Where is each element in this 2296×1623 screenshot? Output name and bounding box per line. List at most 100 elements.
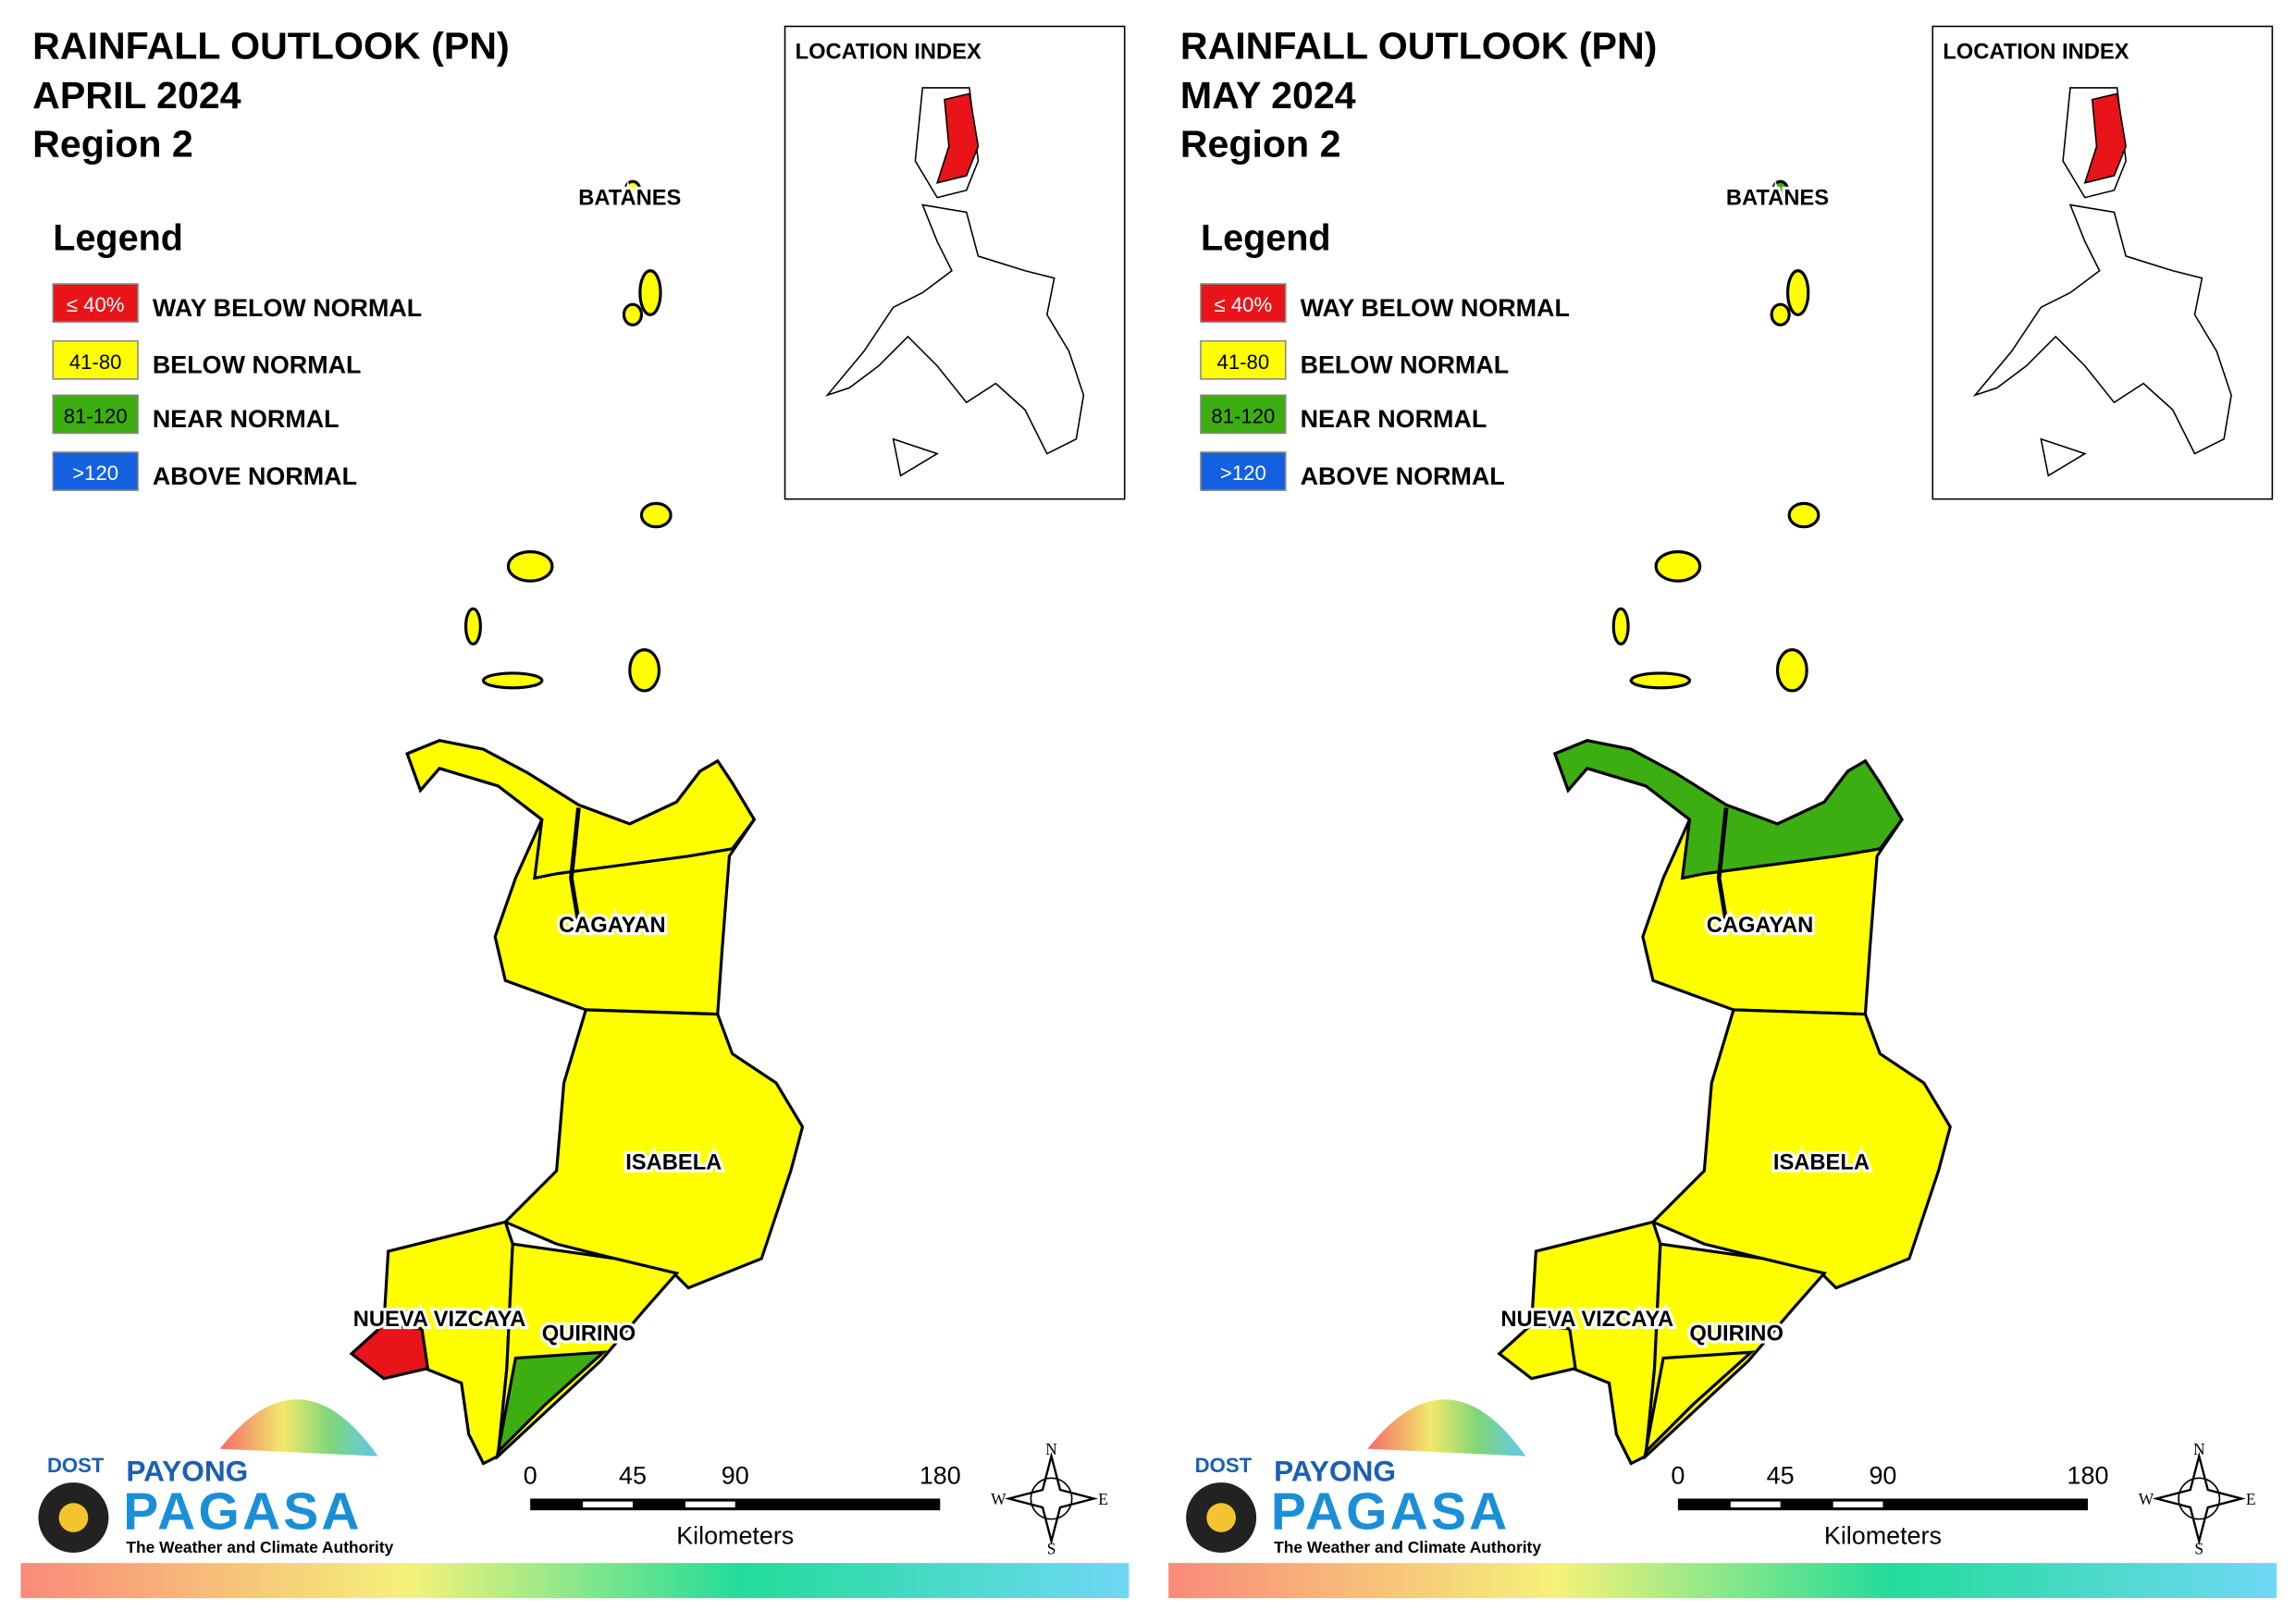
island [1611, 607, 1630, 646]
compass-letter: N [2193, 1440, 2205, 1458]
scale-segment [685, 1501, 735, 1507]
logo-dost: DOST [1195, 1454, 1253, 1477]
logo-pagasa: PAGASA [123, 1482, 363, 1542]
municipal-boundary [1716, 807, 1729, 923]
legend-swatch [1200, 283, 1287, 323]
legend-swatch-text: 41-80 [1217, 350, 1270, 374]
legend-swatch [52, 451, 139, 491]
island [1785, 269, 1810, 316]
legend-label: BELOW NORMAL [153, 351, 362, 379]
island [1775, 648, 1808, 693]
logo-payong: PAYONG [126, 1454, 248, 1487]
island [506, 550, 554, 583]
batanes-island [623, 179, 642, 201]
legend-swatch-text: ≤ 40% [1215, 293, 1273, 316]
logo-tagline: The Weather and Climate Authority [126, 1538, 393, 1556]
scale-unit: Kilometers [676, 1522, 794, 1550]
logo-seal-center [58, 1503, 89, 1532]
scale-tick-label: 180 [920, 1462, 961, 1490]
legend-swatch-text: 81-120 [64, 404, 128, 427]
province-area [405, 739, 757, 880]
legend-title: Legend [1201, 218, 1331, 259]
logo-umbrella [1367, 1399, 1526, 1457]
island [463, 607, 482, 646]
batanes-island [1771, 179, 1790, 201]
legend-swatch [1200, 339, 1287, 380]
compass-letter: W [2139, 1490, 2154, 1508]
scale-tick-label: 180 [2068, 1462, 2109, 1490]
map-title: APRIL 2024 [32, 74, 241, 117]
province-label: ISABELA [1773, 1150, 1870, 1174]
map-title: RAINFALL OUTLOOK (PN) [1180, 24, 1658, 67]
region-2-locator [2083, 92, 2127, 184]
legend-swatch [1200, 394, 1287, 435]
compass-letter: W [991, 1490, 1006, 1508]
logo-umbrella [219, 1399, 378, 1457]
footer-band [1168, 1563, 2277, 1599]
legend-label: ABOVE NORMAL [1301, 462, 1505, 490]
island [1654, 550, 1702, 583]
location-index-title: LOCATION INDEX [1943, 40, 2129, 64]
legend-swatch-text: >120 [72, 461, 118, 485]
province-label: NUEVA VIZCAYA [353, 1308, 526, 1332]
province-area [1497, 1322, 1577, 1381]
logo-tagline: The Weather and Climate Authority [1274, 1538, 1541, 1556]
province-label: QUIRINO [542, 1322, 636, 1346]
legend-label: BELOW NORMAL [1301, 351, 1510, 379]
logo-payong: PAYONG [1274, 1454, 1396, 1487]
legend-label: WAY BELOW NORMAL [153, 294, 422, 322]
region-2-locator [935, 92, 980, 184]
island [638, 269, 662, 316]
scale-segment [1833, 1501, 1883, 1507]
legend-swatch [52, 283, 139, 323]
legend-swatch-text: ≤ 40% [67, 293, 125, 316]
province-label: CAGAYAN [559, 914, 666, 938]
island [628, 648, 661, 693]
island [1787, 501, 1821, 529]
footer-band [20, 1563, 1129, 1599]
compass-letter: E [2246, 1490, 2256, 1508]
province-area [349, 1322, 430, 1381]
compass-letter: S [1047, 1540, 1056, 1558]
province-label: NUEVA VIZCAYA [1500, 1308, 1673, 1332]
municipal-boundary [569, 807, 581, 923]
map-title: Region 2 [32, 122, 193, 165]
province-area [1643, 1350, 1756, 1457]
legend-title: Legend [53, 218, 183, 259]
legend-label: NEAR NORMAL [1301, 405, 1487, 433]
island [622, 302, 644, 326]
province-label: BATANES [1726, 187, 1829, 211]
island [481, 671, 544, 690]
province-label: CAGAYAN [1707, 914, 1814, 938]
philippines-outline [825, 87, 1085, 477]
compass-rose [1004, 1451, 1099, 1546]
scale-tick-label: 90 [722, 1462, 749, 1490]
province-area [495, 1350, 608, 1457]
logo-seal-center [1206, 1503, 1236, 1532]
map-title: Region 2 [1180, 122, 1341, 165]
logo-dost: DOST [47, 1454, 105, 1477]
compass-ring [2178, 1477, 2221, 1520]
island [1770, 302, 1791, 326]
location-index-title: LOCATION INDEX [796, 40, 981, 64]
scale-tick-label: 0 [1671, 1462, 1685, 1490]
compass-rose [2152, 1451, 2246, 1546]
province-label: BATANES [578, 187, 681, 211]
scale-segment [1730, 1501, 1781, 1507]
compass-letter: S [2194, 1540, 2203, 1558]
legend-swatch [52, 339, 139, 380]
legend-label: ABOVE NORMAL [153, 462, 357, 490]
province-area [502, 1008, 805, 1290]
province-label: QUIRINO [1689, 1322, 1783, 1346]
scale-tick-label: 90 [1869, 1462, 1896, 1490]
compass-ring [1030, 1477, 1073, 1520]
island [639, 501, 673, 529]
logo-pagasa: PAGASA [1271, 1482, 1511, 1542]
legend-swatch [52, 394, 139, 435]
legend-label: NEAR NORMAL [153, 405, 339, 433]
compass-letter: E [1098, 1490, 1108, 1508]
compass-letter: N [1045, 1440, 1057, 1458]
legend-swatch-text: >120 [1220, 461, 1266, 485]
